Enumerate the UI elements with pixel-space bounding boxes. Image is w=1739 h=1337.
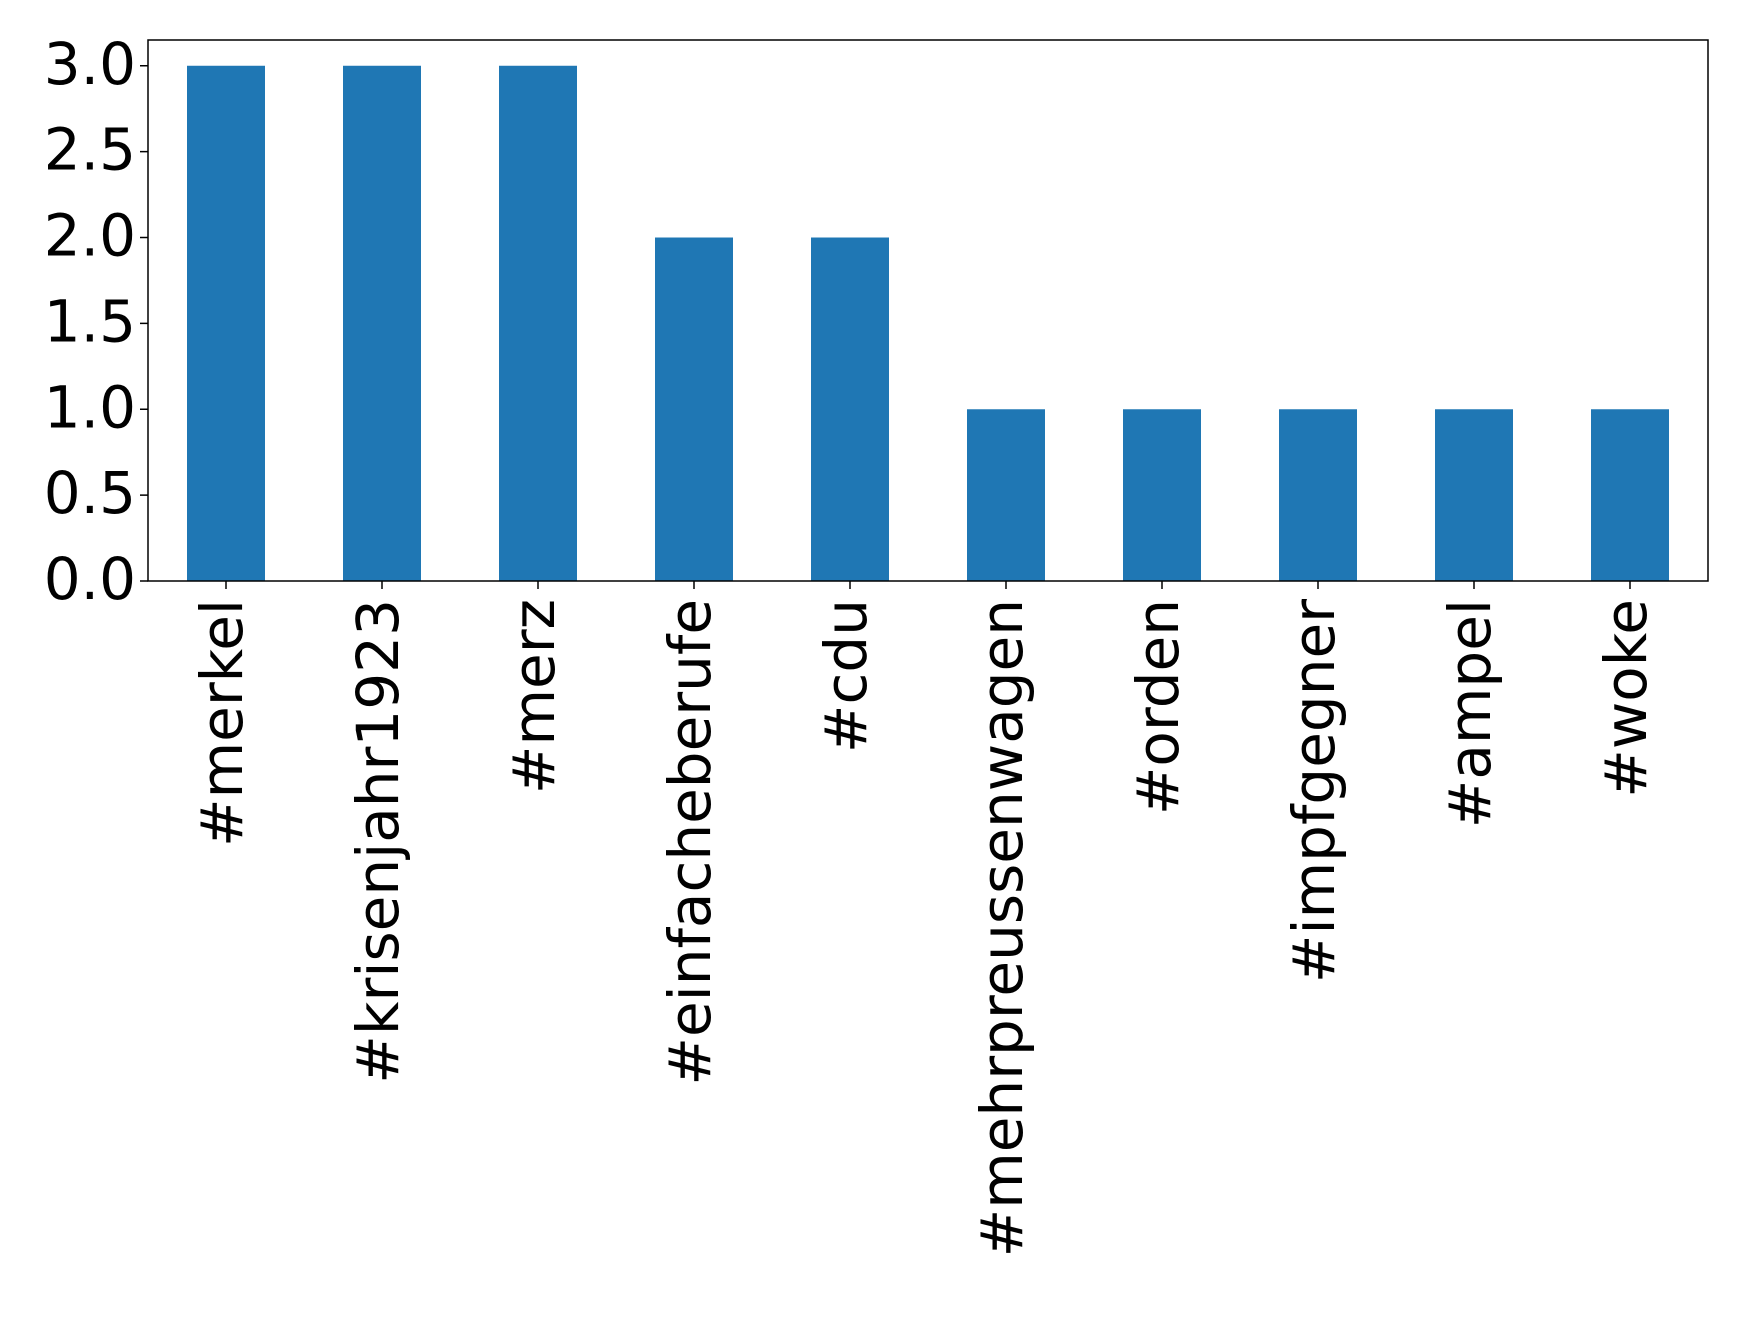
x-tick-label: #mehrpreussenwagen [968,599,1036,1257]
x-tick-label: #woke [1592,599,1660,798]
bar [811,237,889,581]
bar [1123,409,1201,581]
y-tick-label: 2.0 [44,202,136,270]
plot-frame [147,39,1709,582]
x-tick-label: #cdu [812,599,880,753]
y-tick-label: 3.0 [44,30,136,98]
y-tick-label: 0.5 [44,459,136,527]
x-tick-label: #krisenjahr1923 [344,599,412,1084]
bar [1279,409,1357,581]
y-tick-label: 1.0 [44,373,136,441]
x-tick-label: #ampel [1436,599,1504,828]
y-tick-label: 2.5 [44,116,136,184]
x-tick-label: #merz [500,599,568,794]
bar [1591,409,1669,581]
bar [187,65,265,581]
x-tick-label: #merkel [188,599,256,847]
y-tick-label: 1.5 [44,287,136,355]
y-tick-label: 0.0 [44,545,136,613]
bar [655,237,733,581]
x-tick-label: #orden [1124,599,1192,815]
bar [1435,409,1513,581]
bar [967,409,1045,581]
x-tick-label: #einfacheberufe [656,599,724,1086]
bar [499,65,577,581]
x-tick-label: #impfgegner [1280,599,1348,983]
bar [343,65,421,581]
